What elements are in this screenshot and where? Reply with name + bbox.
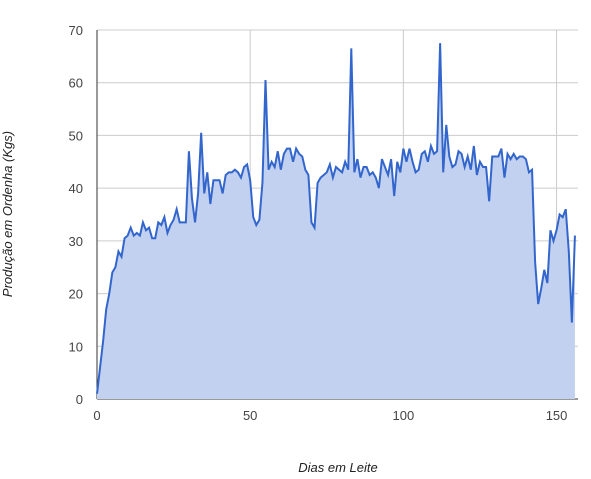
y-tick-label: 40: [69, 181, 83, 196]
y-tick-label: 50: [69, 128, 83, 143]
y-tick-label: 10: [69, 339, 83, 354]
x-tick-label: 50: [243, 408, 257, 423]
line: [96, 43, 576, 394]
y-tick-label: 20: [69, 287, 83, 302]
y-tick-label: 60: [69, 76, 83, 91]
x-tick-label: 0: [93, 408, 100, 423]
y-tick-label: 0: [76, 392, 83, 407]
y-axis-title: Produção em Ordenha (Kgs): [0, 131, 15, 297]
area: [97, 43, 575, 400]
x-tick-label: 100: [393, 408, 415, 423]
y-tick-label: 30: [69, 234, 83, 249]
y-tick-label: 70: [69, 23, 83, 38]
x-tick-label: 150: [546, 408, 568, 423]
x-axis-title: Dias em Leite: [298, 460, 377, 475]
